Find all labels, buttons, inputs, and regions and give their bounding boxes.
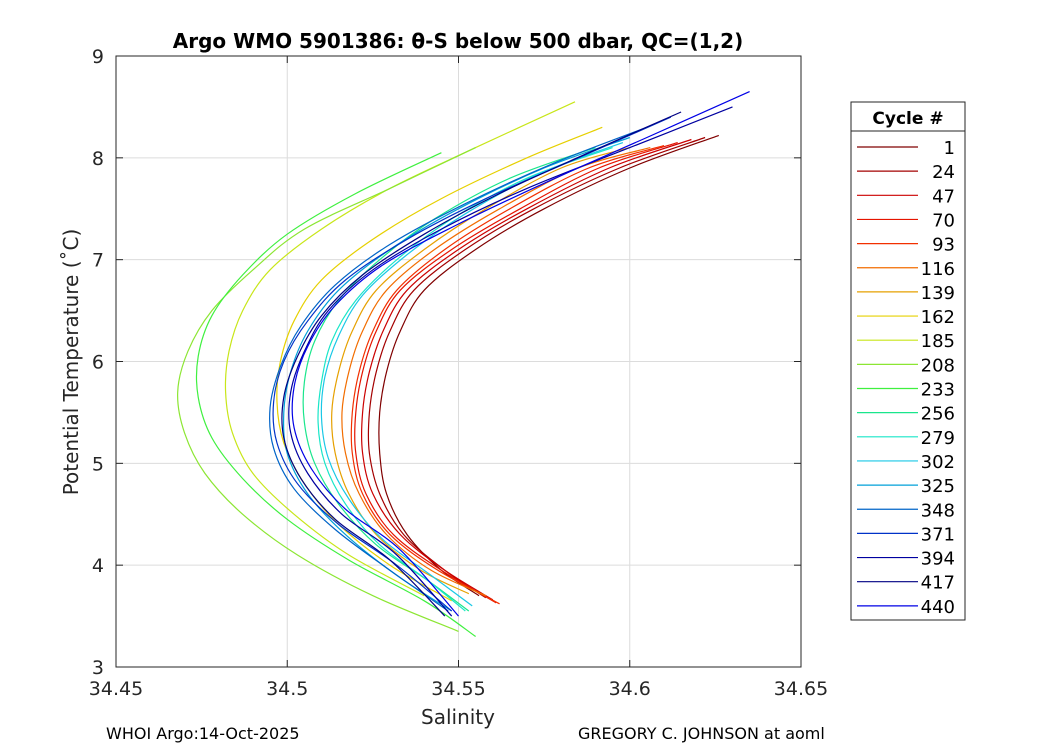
- y-tick-label: 4: [92, 555, 104, 577]
- y-tick-label: 9: [92, 46, 104, 68]
- series-line-93: [350, 145, 665, 605]
- series-line-208: [177, 147, 476, 632]
- series-line-302: [320, 142, 624, 607]
- legend-label: 24: [932, 162, 955, 183]
- legend-label: 162: [921, 307, 955, 328]
- y-tick-label: 5: [92, 453, 104, 475]
- chart-title: Argo WMO 5901386: θ-S below 500 dbar, QC…: [173, 29, 743, 53]
- legend-label: 233: [921, 380, 955, 401]
- series-line-116: [341, 147, 651, 597]
- legend-label: 394: [921, 549, 955, 570]
- legend-label: 417: [921, 573, 955, 594]
- axis-ticks: 34.45 34.5 34.55 34.6 34.65 3 4 5 6 7 8 9: [89, 46, 828, 700]
- legend: Cycle # 1 24 47 70 93 116 139 162 185 208 233 256 27…: [850, 101, 966, 621]
- x-tick-label: 34.5: [266, 678, 308, 700]
- legend-label: 302: [921, 452, 955, 473]
- x-tick-label: 34.6: [609, 678, 651, 700]
- legend-title: Cycle #: [872, 109, 943, 129]
- series-line-70: [354, 142, 678, 604]
- legend-label: 440: [921, 597, 955, 618]
- legend-label: 325: [921, 476, 955, 497]
- legend-label: 139: [921, 283, 955, 304]
- legend-label: 47: [932, 186, 955, 207]
- series-line-256: [302, 147, 596, 612]
- legend-label: 279: [921, 428, 955, 449]
- series-line-417: [281, 111, 682, 617]
- legend-label: 70: [932, 210, 955, 231]
- series-line-348: [269, 126, 648, 612]
- series-line-47: [360, 138, 692, 601]
- legend-label: 348: [921, 500, 955, 521]
- profile-lines: [177, 91, 750, 637]
- series-line-1: [378, 134, 720, 597]
- grid-lines: [115, 55, 802, 668]
- footer-author: GREGORY C. JOHNSON at aoml: [578, 724, 825, 743]
- legend-label: 185: [921, 331, 955, 352]
- y-tick-label: 7: [92, 250, 104, 272]
- y-axis-label: Potential Temperature (˚C): [59, 229, 83, 496]
- x-tick-label: 34.65: [774, 678, 828, 700]
- legend-label: 256: [921, 404, 955, 425]
- series-line-24: [367, 136, 706, 599]
- series-line-371: [272, 116, 672, 612]
- series-line-325: [282, 136, 631, 612]
- legend-label: 116: [921, 259, 955, 280]
- legend-label: 208: [921, 355, 955, 376]
- y-tick-label: 3: [92, 657, 104, 679]
- y-tick-label: 8: [92, 148, 104, 170]
- x-axis-label: Salinity: [421, 705, 495, 729]
- series-line-440: [291, 91, 750, 617]
- y-tick-label: 6: [92, 352, 104, 374]
- series-line-394: [288, 106, 733, 617]
- series-line-233: [195, 152, 476, 637]
- x-tick-label: 34.45: [89, 678, 143, 700]
- legend-label: 1: [944, 138, 955, 159]
- legend-label: 371: [921, 524, 955, 545]
- footer-date: WHOI Argo:14-Oct-2025: [106, 724, 300, 743]
- legend-label: 93: [932, 235, 955, 256]
- x-tick-label: 34.55: [431, 678, 485, 700]
